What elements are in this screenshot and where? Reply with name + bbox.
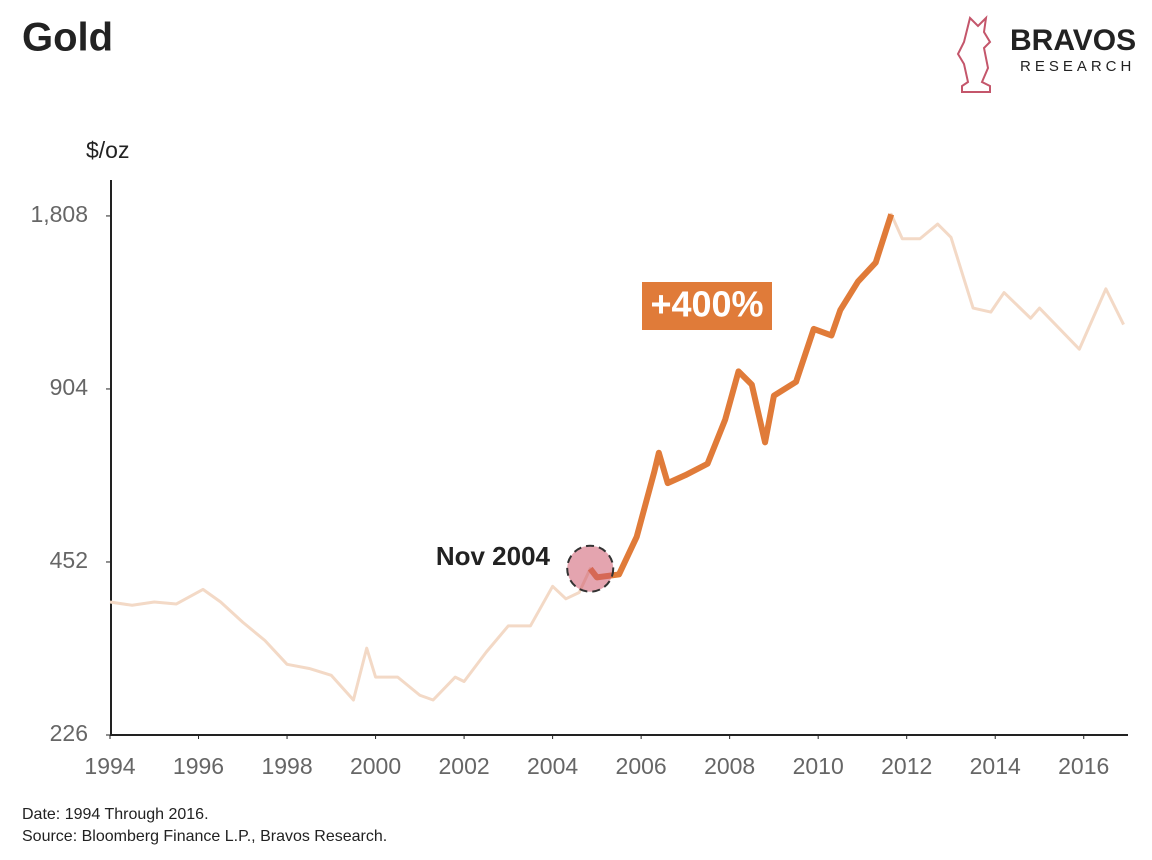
date-label: Nov 2004 xyxy=(436,541,551,571)
x-tick-label: 1998 xyxy=(261,753,312,779)
change-badge xyxy=(642,282,772,330)
footnote-date: Date: 1994 Through 2016. xyxy=(22,806,209,823)
x-tick-label: 2010 xyxy=(793,753,844,779)
x-tick-label: 2000 xyxy=(350,753,401,779)
y-axis-label: $/oz xyxy=(86,137,129,163)
footnote-source: Source: Bloomberg Finance L.P., Bravos R… xyxy=(22,828,387,845)
x-tick-label: 2002 xyxy=(439,753,490,779)
x-tick-label: 2016 xyxy=(1058,753,1109,779)
x-tick-label: 2004 xyxy=(527,753,578,779)
logo: BRAVOS RESEARCH xyxy=(956,15,1136,93)
x-tick-label: 1996 xyxy=(173,753,224,779)
start-marker xyxy=(566,544,615,593)
x-tick-label: 2008 xyxy=(704,753,755,779)
x-tick-label: 2014 xyxy=(970,753,1021,779)
chart-title: Gold xyxy=(22,16,113,60)
y-tick-label: 904 xyxy=(50,374,89,400)
brand: BRAVOS xyxy=(1010,24,1136,57)
logo-icon xyxy=(956,15,992,93)
y-tick-label: 1,808 xyxy=(30,201,88,227)
x-tick-label: 2012 xyxy=(881,753,932,779)
highlight-line xyxy=(587,213,895,581)
y-tick-label: 452 xyxy=(50,547,88,573)
x-tick-label: 2006 xyxy=(616,753,667,779)
price-line xyxy=(109,212,1125,702)
brand-sub: RESEARCH xyxy=(1020,58,1135,75)
y-tick-label: 226 xyxy=(50,720,88,746)
change-label: +400% xyxy=(650,284,763,325)
x-tick-label: 1994 xyxy=(84,753,135,779)
